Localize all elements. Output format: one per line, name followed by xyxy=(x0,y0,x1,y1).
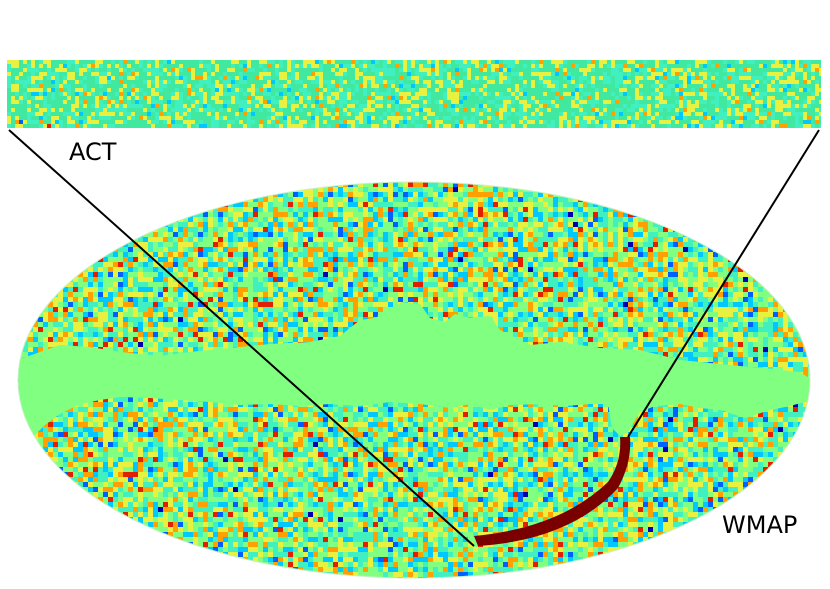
act-label: ACT xyxy=(69,140,116,164)
act-map-strip xyxy=(7,60,823,128)
wmap-sky-map xyxy=(18,182,813,582)
wmap-label: WMAP xyxy=(722,513,797,537)
